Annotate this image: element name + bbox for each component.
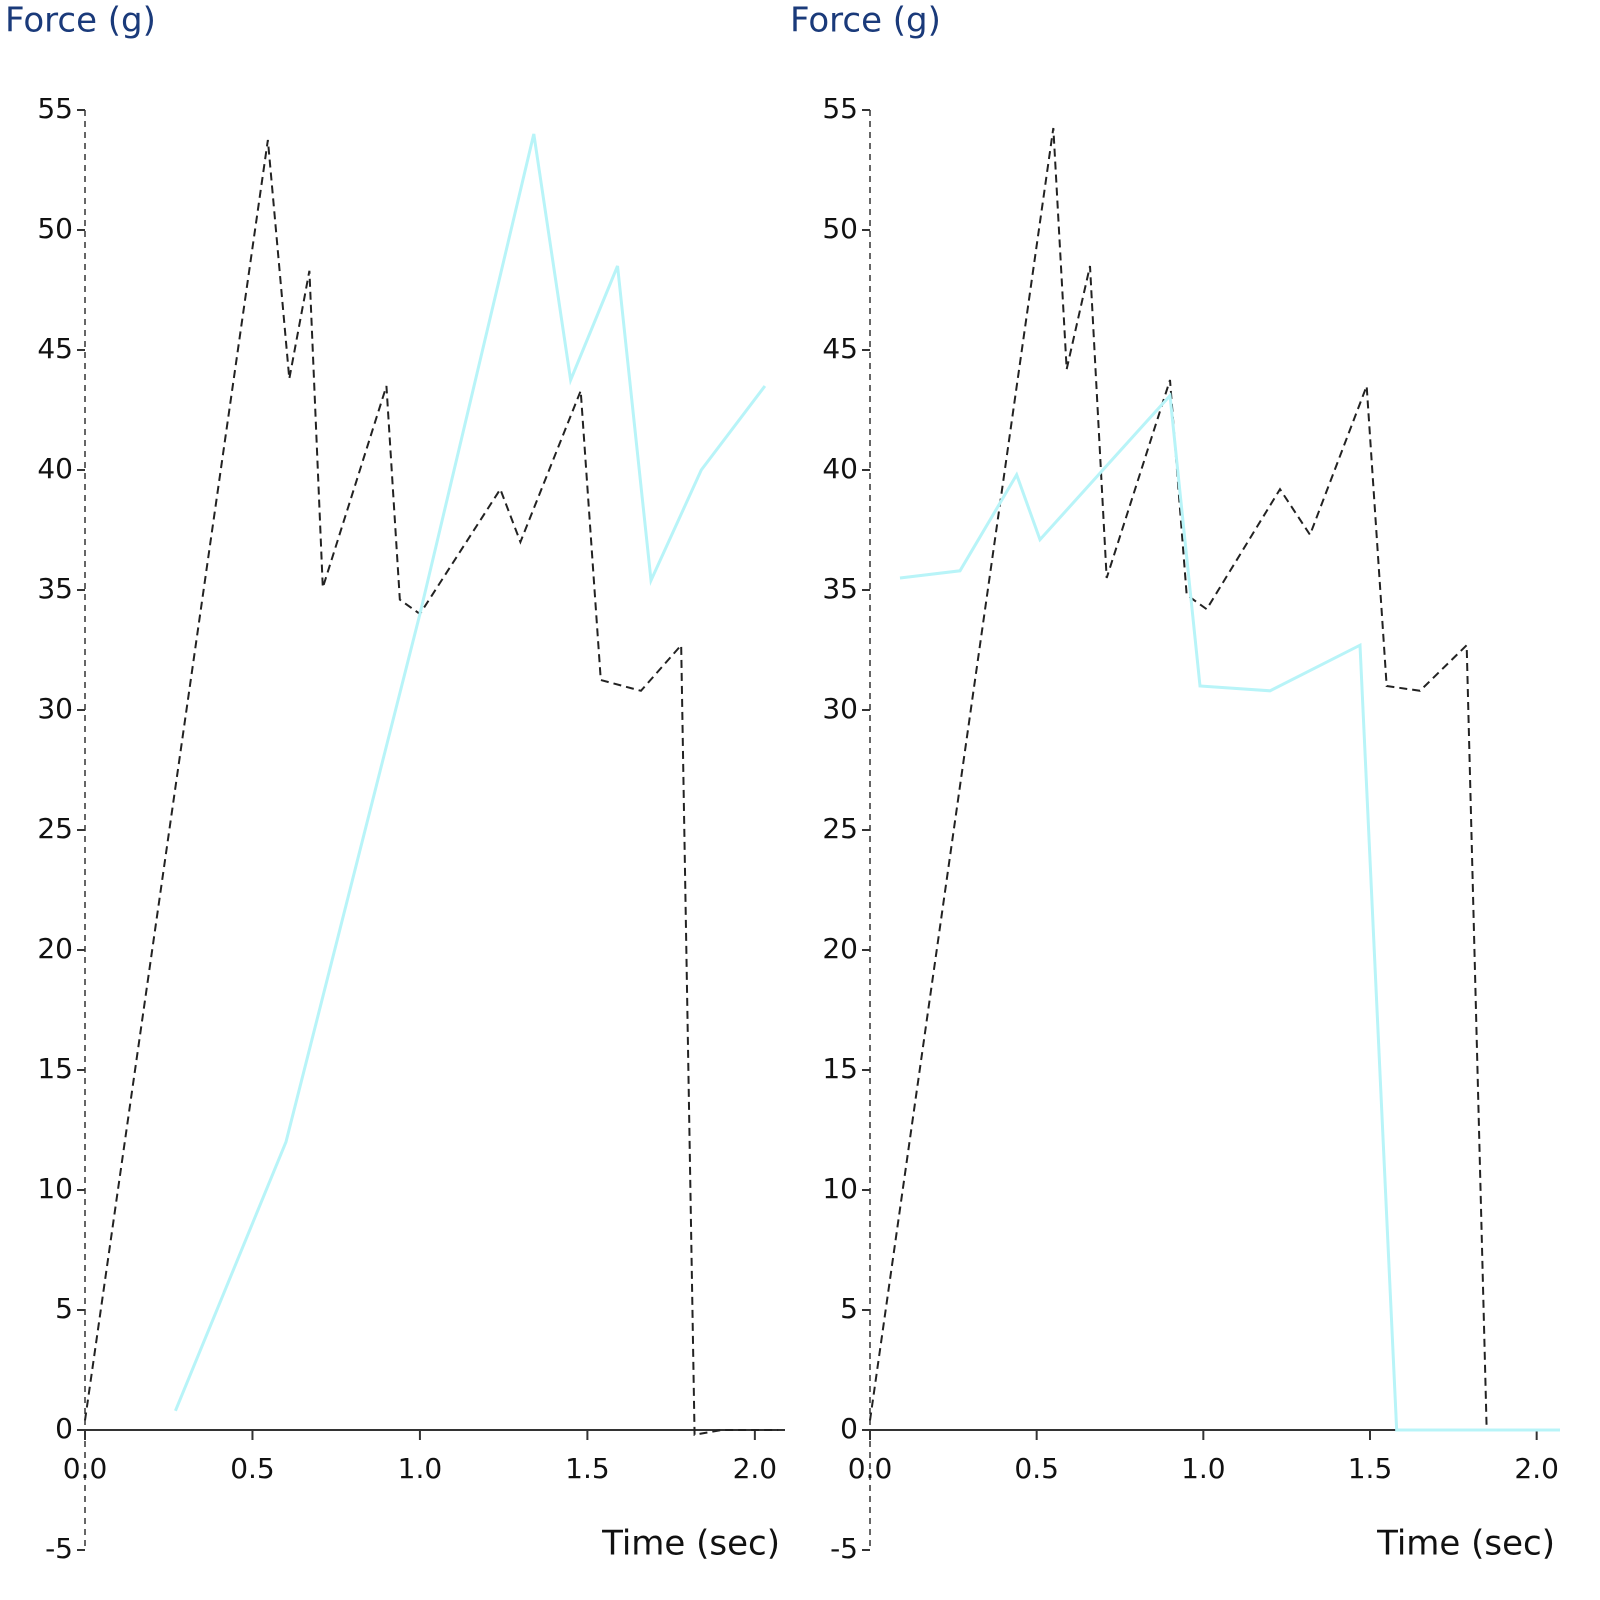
x-tick-label: 1.5 [565, 1452, 610, 1485]
line-series [84, 139, 779, 1436]
y-tick-label: -5 [830, 1532, 858, 1565]
y-tick-label: 10 [37, 1172, 73, 1205]
y-tick-label: 50 [37, 212, 73, 245]
x-tick-label: 2.0 [1514, 1452, 1559, 1485]
y-tick-label: 35 [822, 572, 858, 605]
y-tick-label: 40 [822, 452, 858, 485]
y-tick-label: 5 [55, 1292, 73, 1325]
y-tick-label: 15 [37, 1052, 73, 1085]
y-tick-label: -5 [45, 1532, 73, 1565]
y-tick-label: 25 [822, 812, 858, 845]
x-tick-label: 0.5 [1014, 1452, 1059, 1485]
line-series [869, 127, 1560, 1431]
x-tick-label: 1.0 [398, 1452, 443, 1485]
y-tick-label: 10 [822, 1172, 858, 1205]
y-tick-label: 0 [840, 1412, 858, 1445]
y-tick-label: 55 [822, 92, 858, 125]
x-tick-label: 0.0 [63, 1452, 108, 1485]
y-tick-label: 15 [822, 1052, 858, 1085]
y-tick-label: 45 [37, 332, 73, 365]
x-axis-title: Time (sec) [601, 1524, 780, 1564]
y-tick-label: 45 [822, 332, 858, 365]
x-tick-label: 0.0 [848, 1452, 893, 1485]
y-tick-label: 5 [840, 1292, 858, 1325]
y-tick-label: 20 [37, 932, 73, 965]
x-tick-label: 1.5 [1348, 1452, 1393, 1485]
y-tick-label: 30 [822, 692, 858, 725]
x-tick-label: 1.0 [1181, 1452, 1226, 1485]
y-axis-title: Force (g) [5, 1, 156, 41]
x-tick-label: 2.0 [733, 1452, 778, 1485]
line-series [174, 133, 767, 1412]
y-tick-label: 50 [822, 212, 858, 245]
y-axis-title: Force (g) [790, 1, 941, 41]
x-tick-label: 0.5 [230, 1452, 275, 1485]
y-tick-label: 20 [822, 932, 858, 965]
x-axis-title: Time (sec) [1376, 1524, 1555, 1564]
y-tick-label: 40 [37, 452, 73, 485]
y-tick-label: 25 [37, 812, 73, 845]
line-series [899, 392, 1560, 1432]
y-tick-label: 55 [37, 92, 73, 125]
y-tick-label: 30 [37, 692, 73, 725]
y-tick-label: 0 [55, 1412, 73, 1445]
y-tick-label: 35 [37, 572, 73, 605]
